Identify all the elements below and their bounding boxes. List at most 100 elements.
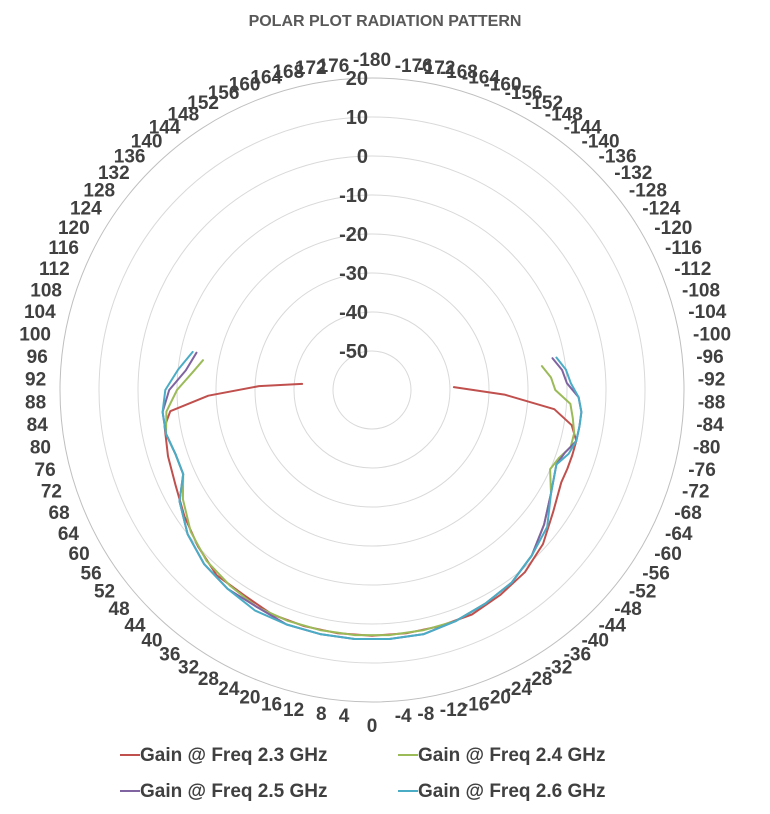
angle-tick-label: -172	[417, 58, 455, 79]
angle-tick-label: -52	[629, 582, 656, 603]
chart-title: POLAR PLOT RADIATION PATTERN	[249, 13, 522, 30]
angle-tick-label: 0	[367, 716, 378, 737]
angle-tick-label: 20	[239, 687, 260, 708]
grid-ring	[215, 233, 529, 547]
angle-tick-label: 104	[24, 302, 56, 323]
angle-tick-label: -16	[462, 694, 489, 715]
angle-tick-label: -76	[688, 460, 715, 481]
legend-label: Gain @ Freq 2.3 GHz	[140, 745, 327, 766]
angle-tick-label: -180	[353, 50, 391, 71]
angle-tick-label: 28	[198, 669, 219, 690]
grid-ring	[332, 350, 412, 430]
angle-tick-label: -112	[674, 259, 711, 280]
angle-tick-label: 176	[318, 56, 350, 77]
angle-tick-label: 112	[39, 259, 70, 280]
angle-tick-label: 44	[124, 616, 146, 637]
radial-tick-label: -50	[339, 341, 368, 363]
angle-tick-label: -88	[698, 392, 725, 413]
angle-tick-label: 140	[131, 131, 163, 152]
angle-tick-label: 56	[81, 563, 102, 584]
angle-tick-label: 144	[149, 117, 181, 138]
angle-tick-label: 116	[48, 238, 79, 259]
angle-tick-label: -116	[665, 238, 702, 259]
angle-tick-label: 148	[167, 105, 199, 126]
series-line-1	[163, 382, 578, 637]
angle-tick-label: 92	[25, 370, 46, 391]
angle-tick-label: -152	[525, 93, 563, 114]
angle-tick-label: -80	[693, 438, 720, 459]
angle-tick-label: 24	[218, 679, 240, 700]
angle-tick-label: 16	[261, 694, 282, 715]
angle-tick-label: -64	[665, 524, 693, 545]
angle-tick-label: -128	[629, 180, 667, 201]
angle-tick-label: 160	[229, 75, 261, 96]
angle-tick-label: -72	[682, 482, 709, 503]
angle-tick-label: 40	[141, 631, 162, 652]
angle-tick-label: -156	[505, 83, 543, 104]
angle-tick-label: 32	[178, 658, 199, 679]
angle-tick-label: -108	[682, 280, 720, 301]
angle-tick-label: -8	[417, 704, 434, 725]
angle-tick-label: -168	[440, 62, 478, 83]
angle-tick-label: -132	[614, 163, 652, 184]
grid-ring	[254, 272, 490, 508]
angle-tick-label: 48	[109, 599, 130, 620]
angle-tick-label: -104	[688, 302, 726, 323]
angle-tick-label: -48	[614, 599, 641, 620]
radial-tick-labels: -50 -40 -30 -20 -10 0 10 20	[339, 68, 368, 363]
grid-ring	[98, 116, 646, 664]
angle-tick-label: 152	[187, 93, 219, 114]
radial-tick-label: 20	[346, 68, 368, 90]
angle-tick-label: -44	[599, 616, 627, 637]
angle-tick-label: -176	[395, 56, 433, 77]
angle-tick-label: 172	[295, 58, 327, 79]
legend: Gain @ Freq 2.3 GHz Gain @ Freq 2.4 GHz Ga…	[120, 745, 605, 802]
angle-tick-label: 100	[19, 324, 51, 345]
angle-tick-label: 8	[316, 704, 327, 725]
grid-ring	[59, 77, 685, 703]
angle-tick-label: 76	[35, 460, 56, 481]
angle-tick-label: -100	[693, 324, 731, 345]
angle-tick-label: -32	[545, 658, 572, 679]
angle-tick-label: -24	[505, 679, 533, 700]
angle-tick-label: 136	[114, 147, 146, 168]
angle-tick-label: 72	[41, 482, 62, 503]
legend-label: Gain @ Freq 2.5 GHz	[140, 781, 327, 802]
angle-tick-label: -68	[674, 503, 701, 524]
radial-tick-label: -20	[339, 224, 368, 246]
angle-tick-label: 96	[27, 347, 48, 368]
angle-tick-label: -84	[696, 415, 724, 436]
radial-tick-label: 10	[346, 107, 368, 129]
grid-ring	[293, 311, 451, 469]
grid-ring	[137, 155, 607, 625]
angle-tick-label: 36	[159, 645, 180, 666]
radial-tick-label: -40	[339, 302, 368, 324]
angle-tick-label: 60	[69, 544, 90, 565]
angle-tick-label: 128	[83, 180, 115, 201]
legend-label: Gain @ Freq 2.4 GHz	[418, 745, 605, 766]
angle-tick-label: 12	[283, 700, 304, 721]
angle-tick-label: -4	[395, 706, 412, 727]
radial-tick-label: 0	[357, 146, 368, 168]
angle-tick-label: -40	[582, 631, 609, 652]
angle-tick-label: 156	[208, 83, 240, 104]
angle-tick-label: 120	[58, 218, 90, 239]
angle-tick-label: 52	[94, 582, 115, 603]
angle-tick-label: -144	[564, 117, 602, 138]
angle-tick-label: 80	[30, 438, 51, 459]
angle-tick-label: -136	[599, 147, 637, 168]
angle-tick-label: 68	[49, 503, 70, 524]
angle-tick-label: 108	[30, 280, 62, 301]
angle-tick-label: -120	[654, 218, 692, 239]
angle-tick-label: 64	[58, 524, 80, 545]
legend-label: Gain @ Freq 2.6 GHz	[418, 781, 605, 802]
angle-tick-label: -164	[462, 68, 500, 89]
angle-tick-label: -56	[642, 563, 669, 584]
series-line-2	[165, 359, 576, 637]
angle-tick-label: -12	[440, 700, 467, 721]
series-line-4	[161, 350, 583, 640]
angle-tick-label: -20	[484, 687, 511, 708]
angle-tick-label: 168	[272, 62, 304, 83]
angle-tick-label: -96	[696, 347, 723, 368]
